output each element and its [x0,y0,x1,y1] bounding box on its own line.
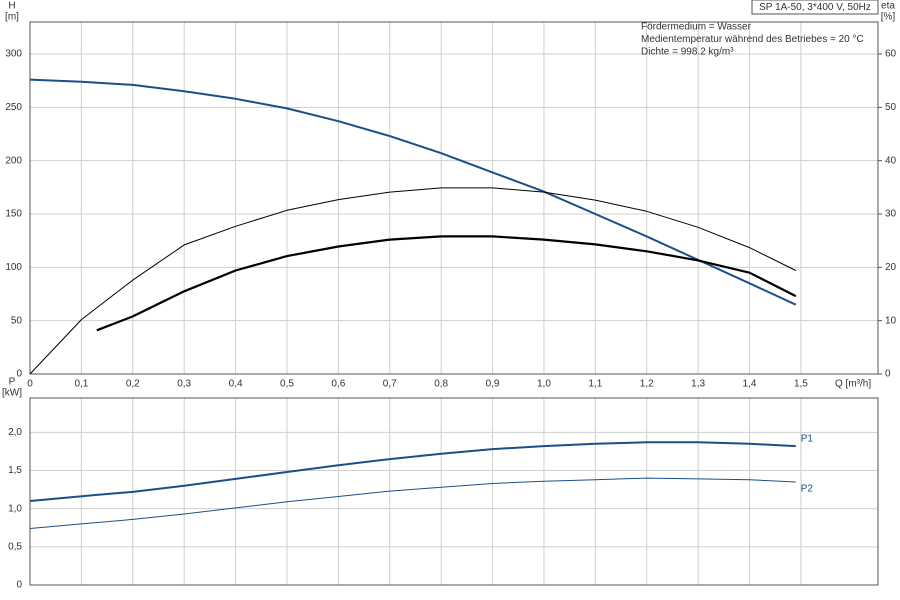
x-tick-label: 0 [27,379,33,390]
y2-tick-label: 60 [885,49,897,60]
x-tick-label: 0,4 [229,379,243,390]
y-axis-label: H [8,1,15,12]
x-tick-label: 1,0 [537,379,551,390]
y-tick-label: 2,0 [8,427,22,438]
series-label: P1 [801,434,814,445]
x-tick-label: 0,9 [486,379,500,390]
y-tick-label: 1,0 [8,503,22,514]
x-axis-label: Q [m³/h] [835,379,871,390]
curve [29,78,797,306]
x-tick-label: 1,3 [691,379,705,390]
y2-axis-unit: [%] [881,12,896,23]
y2-tick-label: 50 [885,102,897,113]
note: Medientemperatur während des Betriebes =… [641,34,864,45]
y-tick-label: 300 [5,49,22,60]
plot-frame [29,397,879,586]
curve [29,187,797,375]
y2-tick-label: 0 [885,369,891,380]
x-tick-label: 1,4 [743,379,757,390]
y-tick-label: 150 [5,209,22,220]
x-tick-label: 0,5 [280,379,294,390]
x-tick-label: 0,8 [434,379,448,390]
x-tick-label: 0,1 [74,379,88,390]
curve [29,477,796,529]
x-tick-label: 0,3 [177,379,191,390]
y-tick-label: 1,5 [8,465,22,476]
x-tick-label: 1,1 [588,379,602,390]
y-tick-label: 0,5 [8,541,22,552]
y-axis-unit: [m] [5,12,19,23]
y2-tick-label: 40 [885,155,897,166]
curve [96,235,797,332]
y2-tick-label: 10 [885,315,897,326]
plot-frame [29,21,879,375]
y-tick-label: 250 [5,102,22,113]
series-label: P2 [801,484,814,495]
note: Fördermedium = Wasser [641,22,752,33]
x-tick-label: 0,7 [383,379,397,390]
y2-tick-label: 20 [885,262,897,273]
x-tick-label: 0,2 [126,379,140,390]
y2-tick-label: 30 [885,209,897,220]
y-tick-label: 100 [5,262,22,273]
y2-axis-label: eta [881,1,895,12]
title-box [751,0,879,15]
y-tick-label: 200 [5,155,22,166]
x-tick-label: 1,2 [640,379,654,390]
y-axis-unit: [kW] [2,388,22,399]
curve [29,441,796,502]
y-tick-label: 0 [16,369,22,380]
x-tick-label: 0,6 [331,379,345,390]
y-axis-label: P [9,377,16,388]
y-tick-label: 50 [11,315,23,326]
x-tick-label: 1,5 [794,379,808,390]
note: Dichte = 998.2 kg/m³ [641,47,734,58]
y-tick-label: 0 [16,580,22,591]
chart-title: SP 1A-50, 3*400 V, 50Hz [759,2,871,13]
